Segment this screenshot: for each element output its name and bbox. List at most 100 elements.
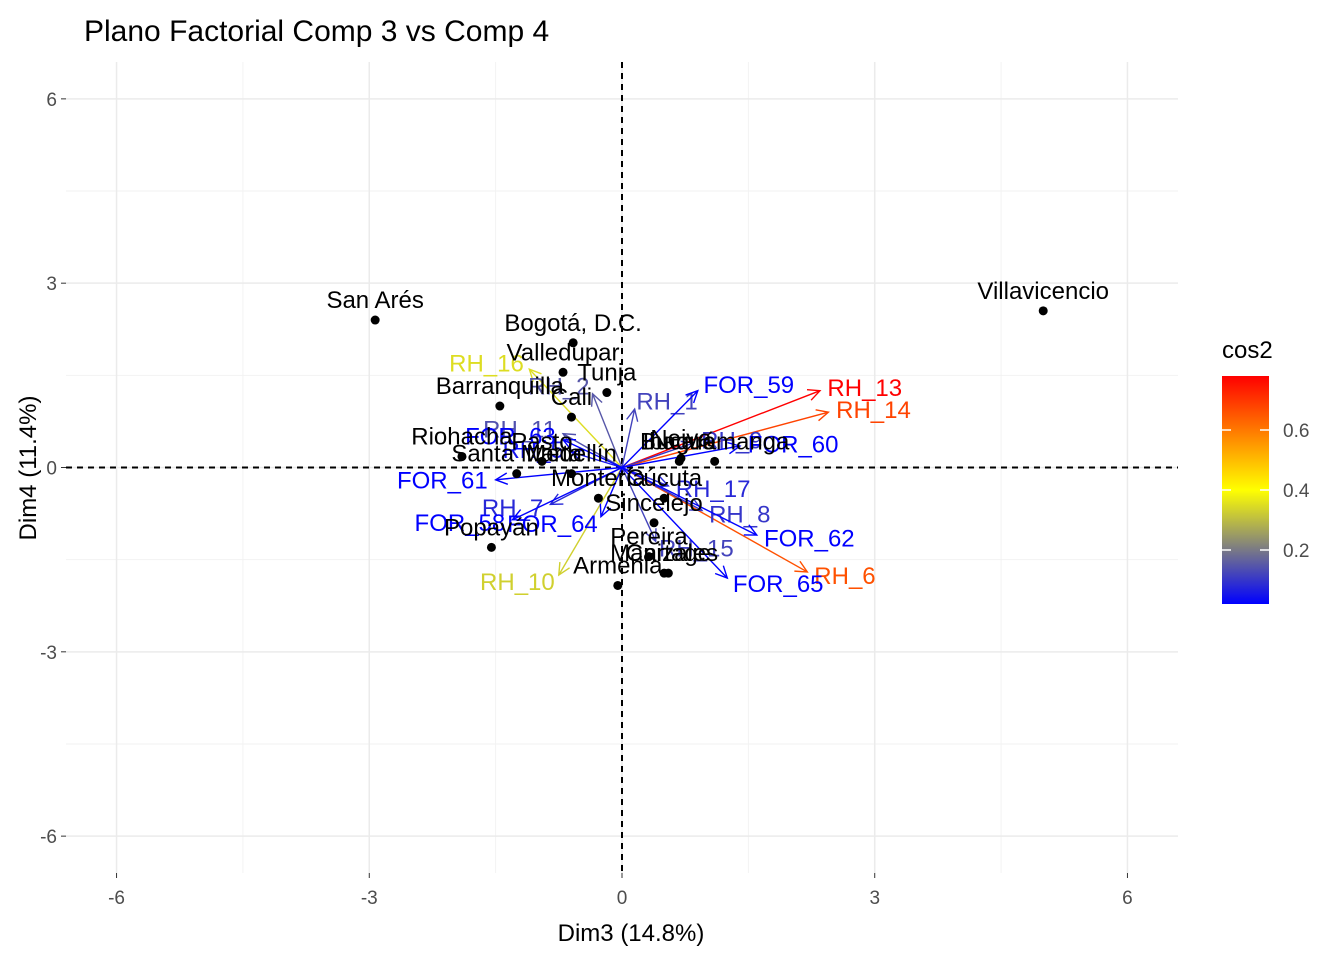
individual-point: [593, 493, 603, 503]
variable-arrowhead: [528, 368, 542, 382]
variable-arrowhead: [645, 528, 657, 543]
individual-point: [512, 469, 522, 479]
variable-label: RH_10: [480, 569, 555, 596]
legend: cos2 0.2 0.4 0.6: [1222, 337, 1310, 604]
variable-arrowhead: [689, 499, 704, 512]
variable-arrow: [558, 467, 623, 576]
variable-arrow: [621, 466, 808, 573]
variable-label: RH_16: [449, 350, 524, 377]
x-tick-label: -6: [108, 888, 125, 909]
individual-point: [457, 451, 467, 461]
variable-label: RH_17: [676, 476, 751, 503]
variable-label: FOR_65: [733, 571, 824, 598]
individual-point: [710, 456, 720, 466]
variable-arrow: [621, 390, 699, 468]
variable-arrowhead: [685, 389, 699, 404]
variable-arrowhead: [569, 449, 585, 462]
individual-label: Cartage: [626, 540, 711, 567]
variable-arrow: [621, 467, 728, 579]
variable-arrow: [512, 466, 623, 521]
x-axis-label: Dim3 (14.8%): [558, 920, 705, 947]
variable-arrowhead: [558, 562, 571, 577]
variable-arrow: [591, 393, 623, 468]
variable-arrowhead: [561, 439, 577, 451]
variable-arrowhead: [806, 388, 822, 401]
variable-arrow: [621, 411, 829, 469]
variable-arrow: [600, 467, 623, 517]
individual-label: Villavicencio: [977, 278, 1109, 305]
individual-label: Cali: [551, 384, 592, 411]
individual-label: Bucaramanga: [640, 428, 790, 455]
axis-ticks: -6 -3 0 3 6 -6 -3 0 3 6: [40, 90, 1133, 909]
legend-tick-label: 0.4: [1283, 481, 1310, 502]
individual-label: Popayán: [444, 514, 539, 541]
x-tick-label: -3: [361, 888, 378, 909]
variable-label: RH_8: [709, 501, 770, 528]
variable-label: FOR_59: [703, 372, 794, 399]
variable-label: FOR_62: [764, 526, 855, 553]
variable-label: RH_7: [482, 495, 543, 522]
variable-label: RH_14: [836, 397, 911, 424]
variable-arrow: [621, 467, 657, 542]
variable-arrowhead: [727, 441, 742, 455]
variable-arrow: [621, 390, 821, 469]
individual-point: [602, 388, 612, 398]
legend-title: cos2: [1222, 337, 1273, 364]
variable-label: RH_5: [502, 437, 563, 464]
x-tick-label: 0: [617, 888, 628, 909]
individual-point: [566, 469, 576, 479]
variable-arrowhead: [626, 407, 639, 422]
individual-point: [486, 542, 496, 552]
variable-label: FOR_60: [748, 432, 839, 459]
individual-point: [1038, 306, 1048, 316]
individual-point: [566, 412, 576, 422]
individual-label: San Arés: [326, 287, 423, 314]
individual-label: Sincelejo: [605, 490, 702, 517]
variable-label: RH_2: [528, 373, 589, 400]
individual-label: Armenia: [573, 552, 663, 579]
variable-label: FOR_61: [397, 468, 488, 495]
legend-tick-label: 0.2: [1283, 541, 1309, 562]
individual-label: Medellín: [526, 441, 617, 468]
individual-label: Barranquilla: [436, 373, 565, 400]
y-tick-label: -6: [40, 827, 57, 848]
variable-label: RH_11: [483, 417, 556, 444]
y-tick-label: 0: [46, 459, 57, 480]
individual-label: Montería: [551, 465, 646, 492]
variable-arrow: [571, 451, 623, 469]
variable-arrowhead: [590, 392, 603, 407]
variable-arrowhead: [714, 565, 729, 580]
legend-tick-label: 0.6: [1283, 421, 1309, 442]
individual-label: Ibagué: [643, 428, 716, 455]
y-axis-label: Dim4 (11.4%): [15, 396, 42, 541]
y-tick-label: -3: [40, 643, 57, 664]
variable-arrowhead: [494, 472, 509, 485]
variable-arrowhead: [815, 409, 830, 422]
individual-point: [613, 580, 623, 590]
variable-arrow: [621, 466, 669, 487]
individual-label: Manizales: [610, 540, 718, 567]
variable-arrowhead: [743, 524, 759, 536]
individual-point: [674, 456, 684, 466]
variable-arrowhead: [561, 432, 577, 445]
individual-label: Valledupar: [507, 339, 620, 366]
x-tick-label: 3: [869, 888, 880, 909]
individual-label: Neiva: [650, 425, 712, 452]
individual-label: Cúcuta: [626, 465, 703, 492]
individual-label: Tunja: [577, 360, 637, 387]
individual-point: [558, 367, 568, 377]
individual-label: Bogotá, D.C.: [504, 310, 641, 337]
individual-point: [568, 338, 578, 348]
variable-arrow: [621, 408, 636, 468]
variable-label: FOR_58: [415, 510, 506, 537]
variable-label: RH_6: [814, 563, 875, 590]
variable-arrow: [621, 442, 694, 469]
variable-arrows: RH_13RH_14RH_6RH_16RH_10RH_2RH_11RH_1RH_…: [397, 350, 911, 598]
individual-label: Pereira: [610, 524, 688, 551]
variable-arrowhead: [680, 440, 696, 453]
variable-arrowhead: [794, 560, 809, 573]
variable-label: FOR_63: [465, 423, 556, 450]
chart-title: Plano Factorial Comp 3 vs Comp 4: [84, 15, 549, 48]
